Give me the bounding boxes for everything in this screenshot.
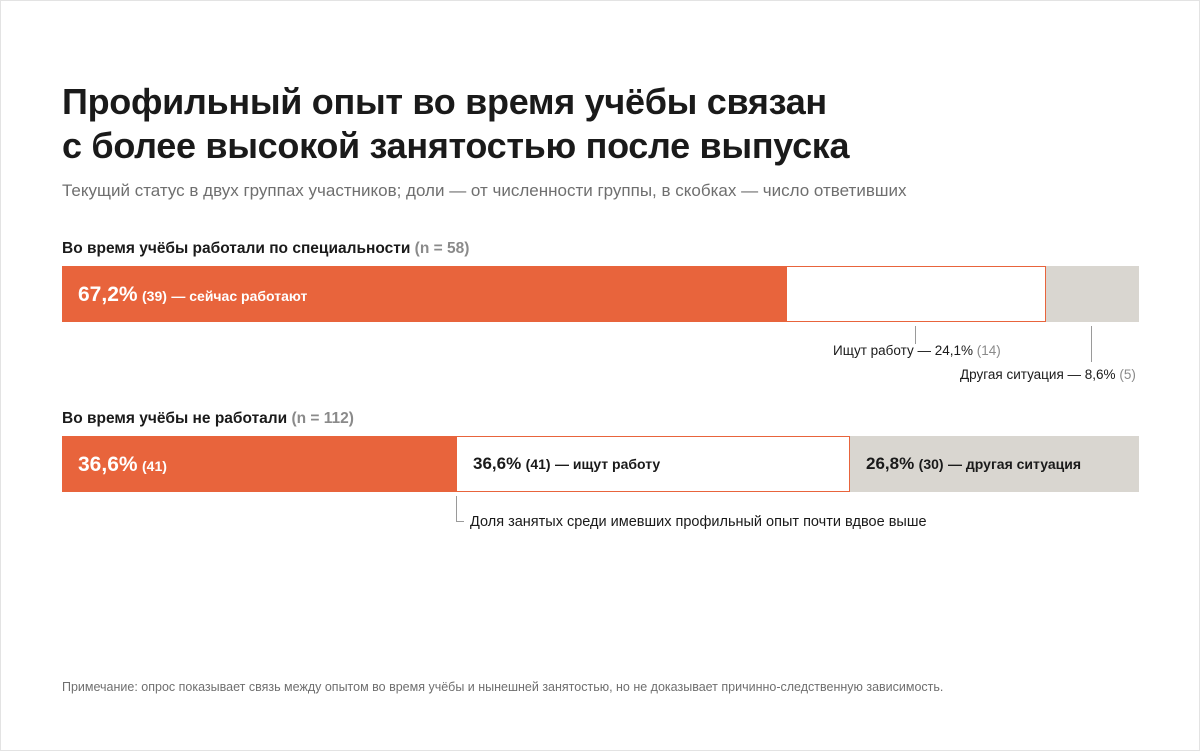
group-2-other-count: (30) (918, 456, 944, 472)
group-2-employed-label: 36,6% (41) (62, 454, 167, 475)
group-1-other-bar (1046, 266, 1139, 322)
chart-title: Профильный опыт во время учёбы связан с … (62, 80, 1062, 168)
comparison-annotation: Доля занятых среди имевших профильный оп… (470, 514, 927, 530)
group-2-searching-count: (41) (525, 456, 551, 472)
group-2-label: Во время учёбы не работали (n = 112) (62, 409, 354, 429)
annotation-searching-desc: Ищут работу — (833, 343, 931, 358)
annotation-bracket-horizontal (456, 521, 464, 522)
annotation-other-desc: Другая ситуация — (960, 367, 1082, 382)
group-1-employed-label: 67,2% (39) — сейчас работают (62, 284, 307, 305)
group-1-label: Во время учёбы работали по специальности… (62, 239, 469, 259)
chart-title-line-2: с более высокой занятостью после выпуска (62, 125, 850, 166)
group-1-employed-pct: 67,2% (78, 282, 138, 306)
group-2-searching-pct: 36,6% (473, 454, 522, 473)
group-2-employed-bar: 36,6% (41) (62, 436, 456, 492)
chart-subtitle: Текущий статус в двух группах участников… (62, 181, 907, 200)
group-2-other-bar: 26,8% (30) — другая ситуация (850, 436, 1139, 492)
group-2-employed-pct: 36,6% (78, 452, 138, 476)
group-1-employed-desc: — сейчас работают (171, 287, 308, 304)
group-2-n: (n = 112) (291, 410, 354, 427)
group-2-employed-count: (41) (142, 457, 167, 474)
group-1-employed-bar: 67,2% (39) — сейчас работают (62, 266, 786, 322)
group-2-searching-label: 36,6% (41) — ищут работу (457, 455, 660, 473)
group-2-searching-desc: — ищут работу (555, 456, 661, 472)
group-1-employed-count: (39) (142, 287, 167, 304)
group-2-other-pct: 26,8% (866, 454, 915, 473)
annotation-searching-count: (14) (976, 343, 1001, 358)
chart-title-line-1: Профильный опыт во время учёбы связан (62, 81, 827, 122)
annotation-searching-pct: 24,1% (934, 343, 973, 358)
group-1-label-text: Во время учёбы работали по специальности (62, 240, 411, 257)
group-2-label-text: Во время учёбы не работали (62, 410, 288, 427)
group-1-n: (n = 58) (414, 240, 470, 257)
group-2-other-label: 26,8% (30) — другая ситуация (850, 455, 1081, 473)
annotation-bracket-vertical (456, 496, 457, 522)
annotation-group-1-other: Другая ситуация — 8,6% (5) (960, 366, 1136, 384)
group-2-searching-bar: 36,6% (41) — ищут работу (456, 436, 850, 492)
annotation-group-1-searching: Ищут работу — 24,1% (14) (833, 342, 1001, 360)
group-1-bar: 67,2% (39) — сейчас работают (62, 266, 1139, 322)
group-2-other-desc: — другая ситуация (948, 456, 1081, 472)
annotation-other-count: (5) (1119, 367, 1136, 382)
footnote: Примечание: опрос показывает связь между… (62, 680, 944, 694)
group-1-searching-bar (786, 266, 1046, 322)
leader-line-other (1091, 326, 1092, 362)
group-2-bar: 36,6% (41) 36,6% (41) — ищут работу 26,8… (62, 436, 1139, 492)
leader-line-searching (915, 326, 916, 344)
annotation-other-pct: 8,6% (1084, 367, 1116, 382)
